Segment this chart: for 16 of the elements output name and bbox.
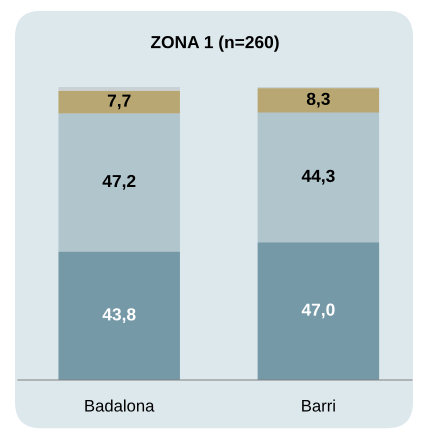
bar <box>58 90 180 114</box>
bar <box>258 242 380 380</box>
bar <box>258 88 380 112</box>
chart-title: ZONA 1 (n=260) <box>150 36 279 52</box>
data-label: 8,3 <box>306 92 330 108</box>
x-tick-label: Badalona <box>85 399 154 412</box>
data-label: 43,8 <box>102 308 136 324</box>
bar <box>58 87 180 91</box>
bar <box>58 113 180 252</box>
data-label: 44,3 <box>302 170 335 185</box>
bar <box>258 112 380 242</box>
x-tick-label: Barri <box>302 399 335 412</box>
bar <box>58 252 180 380</box>
data-label: 47,2 <box>102 174 136 190</box>
data-label: 7,7 <box>108 94 130 110</box>
data-label: 47,0 <box>302 304 335 318</box>
